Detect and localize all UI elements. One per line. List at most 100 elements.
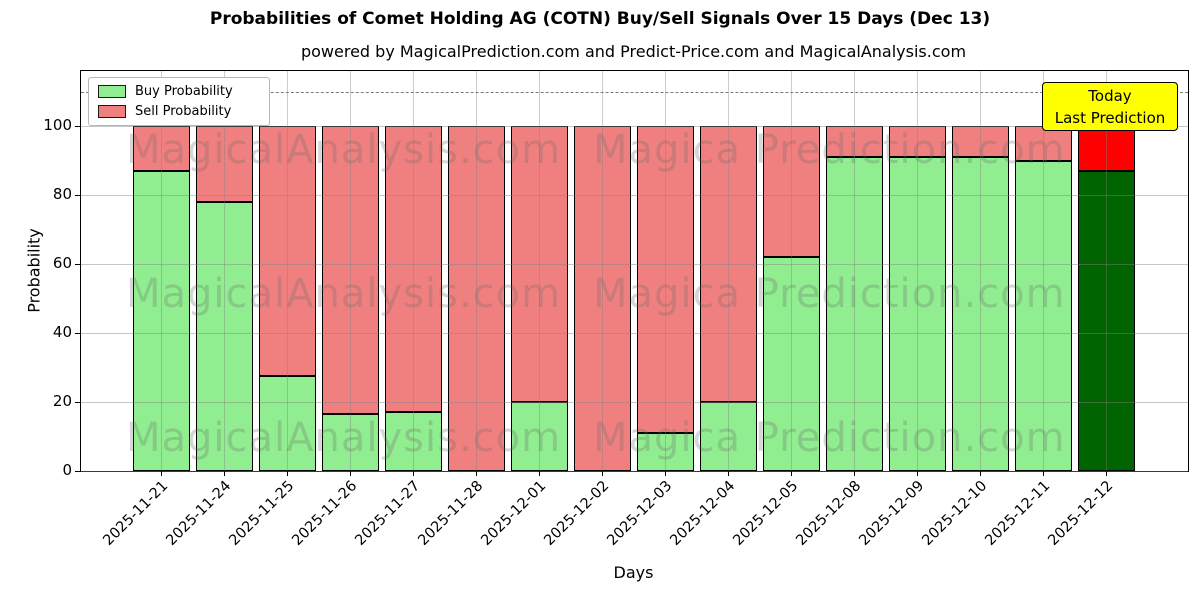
watermark-text: MagicalAnalysis.com (126, 127, 562, 173)
x-tick-mark (728, 471, 729, 476)
y-tick-mark (75, 264, 80, 265)
watermark-text: MagicalAnalysis.com (126, 271, 562, 317)
today-annotation-line1: Today (1088, 86, 1132, 105)
bar-segment-buy (888, 157, 946, 471)
x-tick-mark (1043, 471, 1044, 476)
gridline-vertical (350, 71, 351, 471)
bar-segment-buy (951, 157, 1009, 471)
bar-segment-buy (636, 433, 694, 471)
y-tick-label: 100 (43, 116, 72, 134)
y-tick-mark (75, 126, 80, 127)
gridline-vertical (1106, 71, 1107, 471)
bar-segment-buy (258, 376, 316, 471)
bar-segment-sell (384, 126, 442, 413)
bar-segment-sell (1077, 126, 1135, 171)
gridline-horizontal (81, 195, 1188, 196)
y-tick-mark (75, 402, 80, 403)
bar-segment-buy (825, 157, 883, 471)
gridline-vertical (791, 71, 792, 471)
gridline-vertical (413, 71, 414, 471)
gridline-vertical (665, 71, 666, 471)
bar-segment-buy (321, 414, 379, 471)
gridline-horizontal (81, 333, 1188, 334)
bar-segment-buy (699, 402, 757, 471)
bar-segment-buy (195, 201, 253, 471)
bar-segment-sell (888, 126, 946, 158)
gridline-horizontal (81, 471, 1188, 472)
bar-segment-buy (1014, 160, 1072, 471)
y-tick-label: 40 (52, 323, 72, 341)
bar-segment-sell (510, 126, 568, 402)
gridline-vertical (1043, 71, 1044, 471)
x-tick-mark (602, 471, 603, 476)
y-tick-label: 60 (52, 254, 72, 272)
gridline-vertical (161, 71, 162, 471)
y-tick-mark (75, 471, 80, 472)
gridline-vertical (728, 71, 729, 471)
bar-segment-sell (825, 126, 883, 158)
y-tick-mark (75, 333, 80, 334)
y-tick-label: 20 (52, 392, 72, 410)
x-axis-label: Days (613, 563, 654, 582)
bar-segment-sell (573, 126, 631, 471)
watermark-text: MagicalAnalysis.com (126, 415, 562, 461)
bar-segment-sell (699, 126, 757, 402)
bar-segment-sell (447, 126, 505, 471)
y-tick-label: 80 (52, 185, 72, 203)
x-tick-mark (917, 471, 918, 476)
sell-color-swatch (98, 105, 126, 118)
chart-subtitle: powered by MagicalPrediction.com and Pre… (300, 42, 967, 61)
x-tick-mark (665, 471, 666, 476)
watermark-text: Magica Prediction.com (593, 415, 1066, 461)
gridline-vertical (917, 71, 918, 471)
gridline-vertical (854, 71, 855, 471)
legend-label-sell: Sell Probability (135, 104, 232, 119)
y-tick-label: 0 (62, 461, 72, 479)
gridline-horizontal (81, 402, 1188, 403)
x-tick-mark (539, 471, 540, 476)
chart-title: Probabilities of Comet Holding AG (COTN)… (209, 9, 991, 29)
bar-segment-sell (636, 126, 694, 434)
x-tick-mark (1106, 471, 1107, 476)
x-tick-mark (413, 471, 414, 476)
x-tick-mark (980, 471, 981, 476)
gridline-horizontal (81, 126, 1188, 127)
chart-legend: Buy Probability Sell Probability (88, 77, 270, 126)
bar-segment-buy (510, 402, 568, 471)
gridline-horizontal (81, 264, 1188, 265)
x-tick-mark (161, 471, 162, 476)
y-tick-mark (75, 195, 80, 196)
bar-segment-sell (951, 126, 1009, 158)
bar-segment-sell (1014, 126, 1072, 161)
today-annotation-line2: Last Prediction (1054, 108, 1166, 127)
bar-segment-sell (132, 126, 190, 171)
bar-segment-buy (132, 170, 190, 471)
bar-segment-buy (1077, 170, 1135, 471)
bar-segment-buy (384, 412, 442, 471)
today-annotation: Today Last Prediction (1042, 82, 1178, 131)
plot-area: MagicalAnalysis.com Magica Prediction.com… (75, 70, 1189, 476)
gridline-vertical (539, 71, 540, 471)
gridline-vertical (224, 71, 225, 471)
bar-segment-sell (762, 126, 820, 258)
bar-segment-sell (195, 126, 253, 202)
gridline-vertical (980, 71, 981, 471)
x-tick-mark (350, 471, 351, 476)
bar-segment-sell (321, 126, 379, 415)
legend-item-buy: Buy Probability (98, 85, 260, 98)
x-tick-mark (287, 471, 288, 476)
x-tick-mark (476, 471, 477, 476)
buy-color-swatch (98, 85, 126, 98)
x-tick-mark (224, 471, 225, 476)
gridline-vertical (287, 71, 288, 471)
gridline-vertical (476, 71, 477, 471)
legend-item-sell: Sell Probability (98, 105, 260, 118)
x-tick-mark (791, 471, 792, 476)
legend-label-buy: Buy Probability (135, 84, 233, 99)
bar-segment-sell (258, 126, 316, 377)
watermark-text: Magica Prediction.com (593, 271, 1066, 317)
gridline-vertical (602, 71, 603, 471)
x-tick-mark (854, 471, 855, 476)
bar-segment-buy (762, 257, 820, 471)
